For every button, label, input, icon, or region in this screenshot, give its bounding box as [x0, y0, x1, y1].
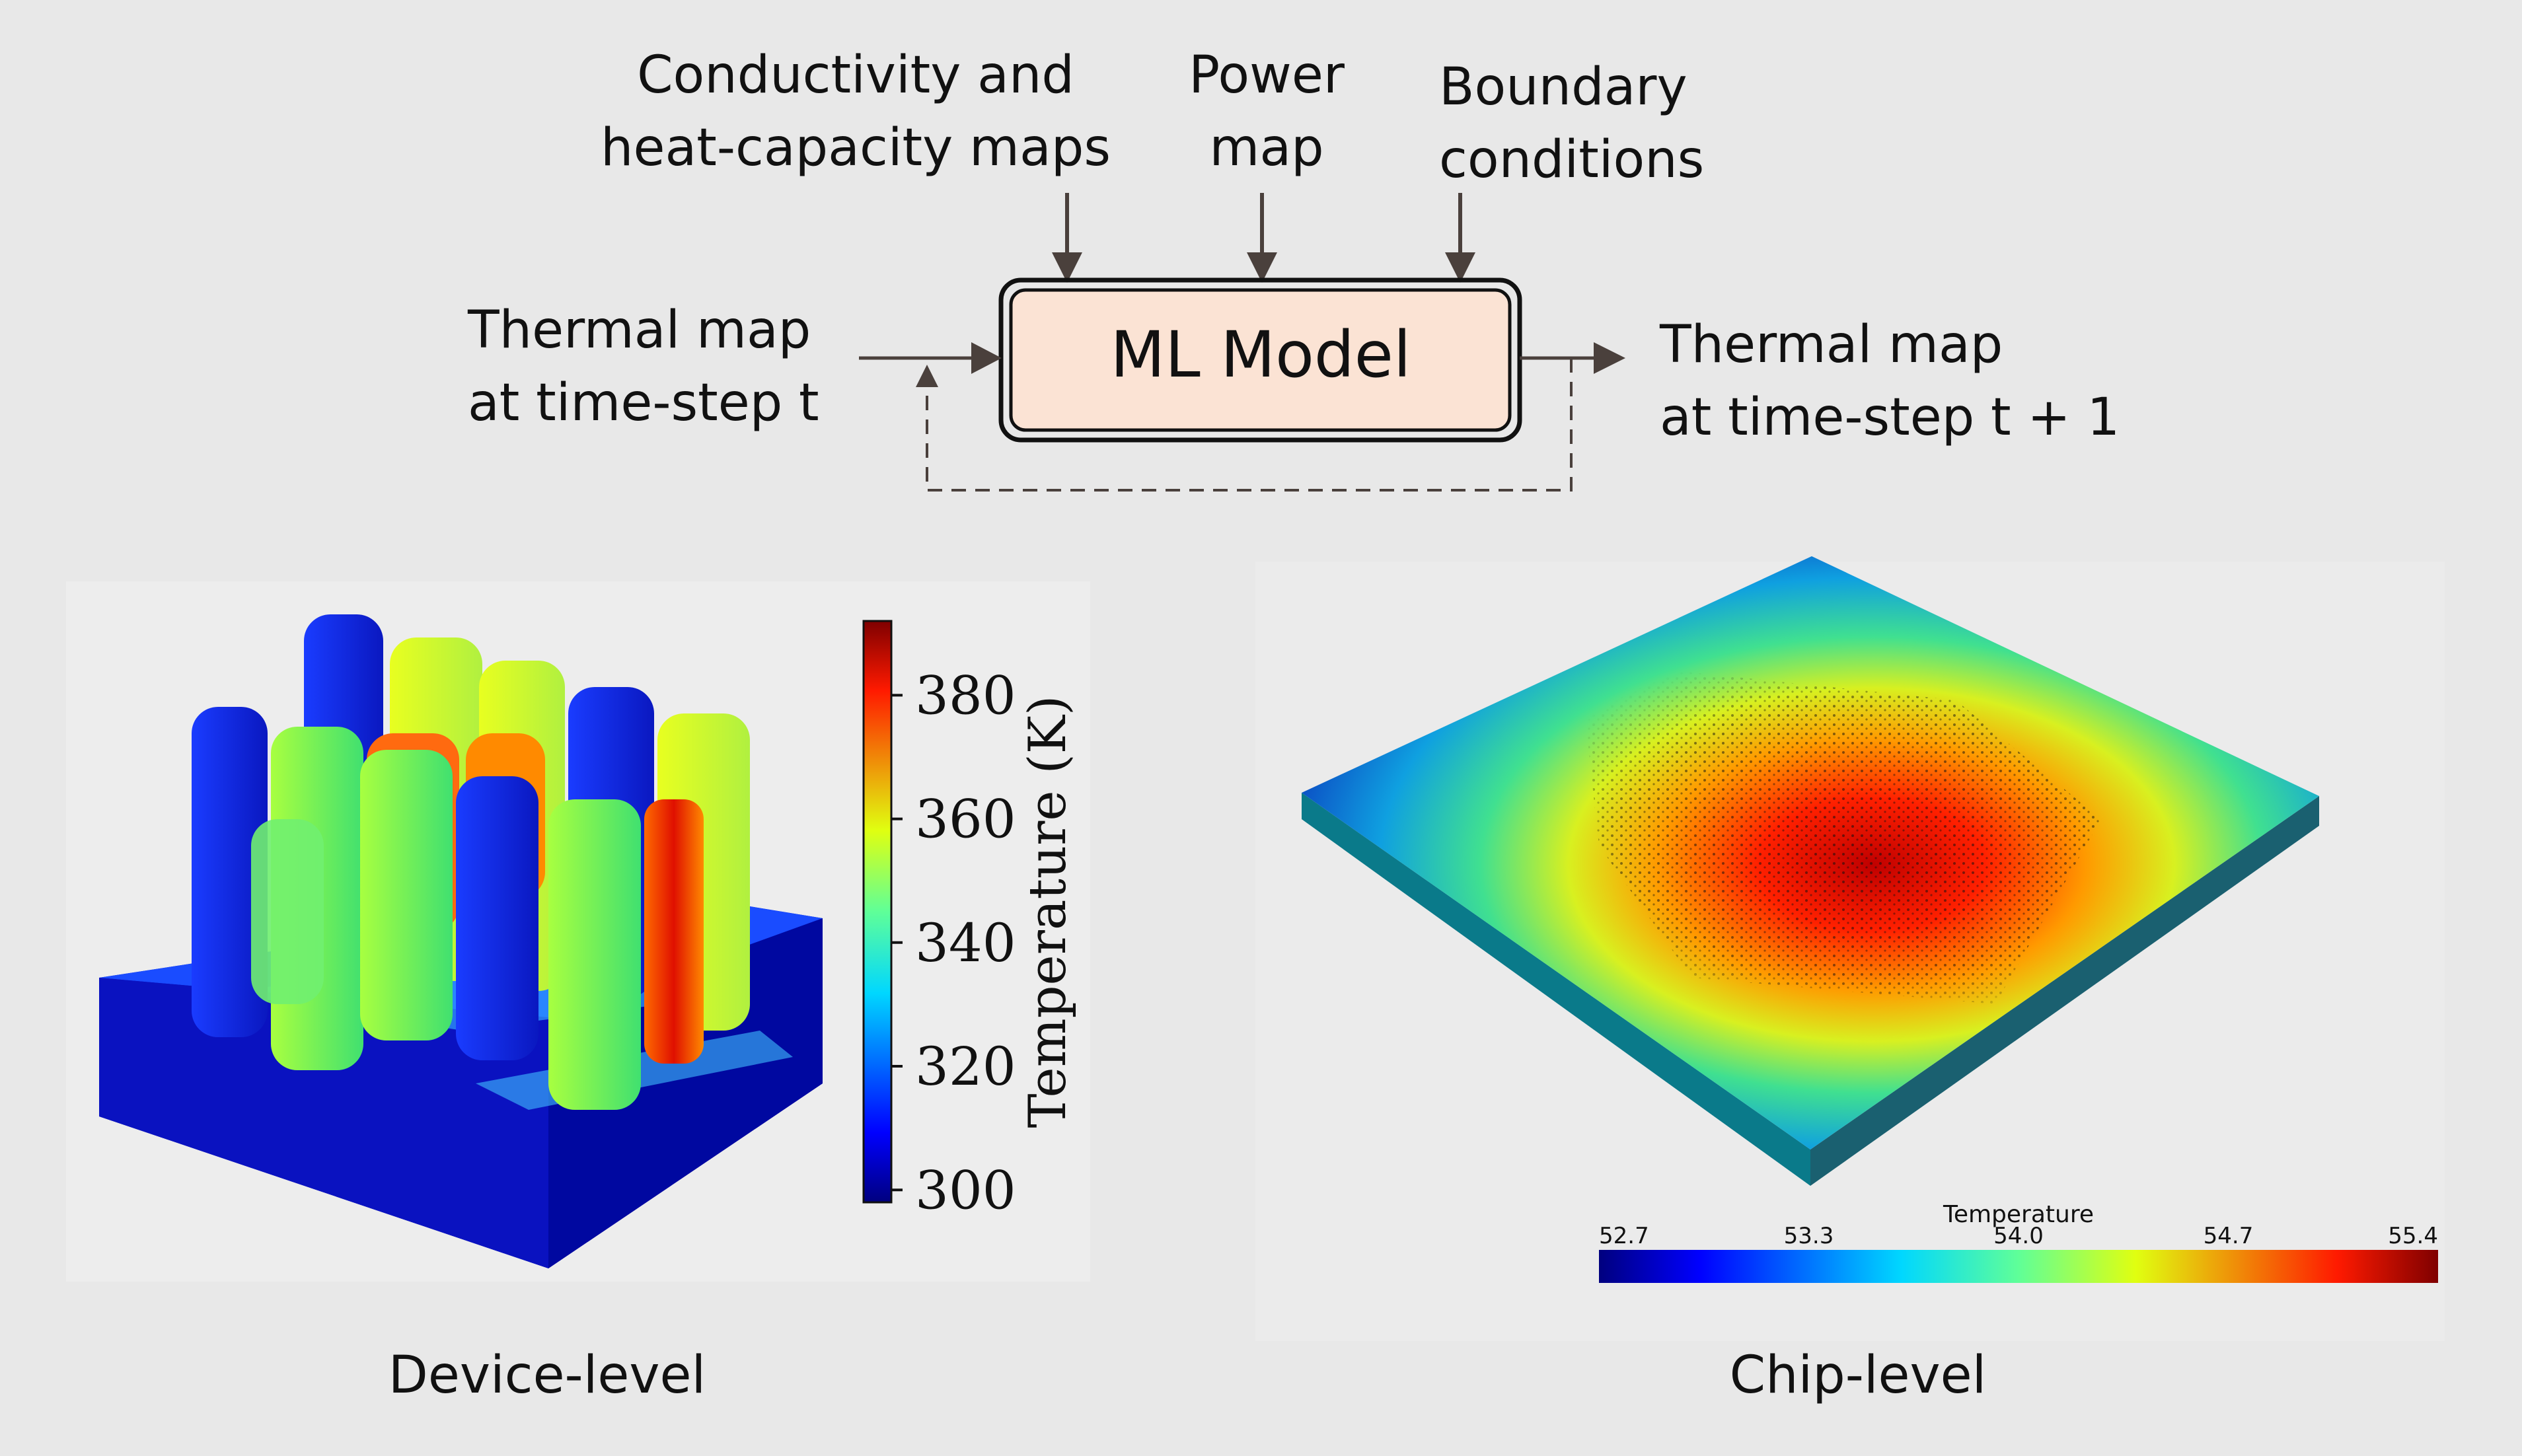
device-colorbar-gradient	[862, 620, 893, 1204]
input-arrows	[1052, 193, 1475, 283]
device-pillars	[192, 614, 750, 1110]
chip-dots	[1579, 661, 2101, 1004]
chip-tick-label: 53.3	[1784, 1223, 1834, 1249]
device-colorbar-label: Temperature (K)	[1018, 696, 1078, 1128]
chip-caption: Chip-level	[1730, 1346, 1987, 1405]
ml-model-box: ML Model	[998, 277, 1522, 443]
conductivity-label-line1: Conductivity and	[637, 46, 1074, 105]
input-arrow	[859, 342, 1002, 374]
power-label-line1: Power	[1189, 46, 1345, 105]
chip-colorbar-ticks: 52.7 53.3 54.0 54.7 55.4	[1599, 1223, 2438, 1249]
device-caption: Device-level	[389, 1346, 706, 1405]
chip-level-panel: Temperature 52.7 53.3 54.0 54.7 55.4 Chip-le…	[1255, 556, 2445, 1405]
device-tick-label: 360	[915, 789, 1016, 850]
thermal-in-line2: at time-step t	[468, 373, 819, 433]
boundary-label-line1: Boundary	[1439, 57, 1688, 117]
device-level-panel: 380 360 340 320 300 Temperature (K) Device-l…	[66, 581, 1090, 1405]
chip-colorbar-title: Temperature	[1943, 1201, 2094, 1228]
chip-colorbar-gradient	[1599, 1250, 2438, 1283]
thermal-out-line1: Thermal map	[1659, 315, 2003, 375]
chip-tick-label: 54.0	[1993, 1223, 2044, 1249]
flow-diagram: Conductivity and heat-capacity maps Powe…	[467, 46, 2120, 491]
power-label-line2: map	[1209, 118, 1323, 178]
device-colorbar-ticks: 380 360 340 320 300	[891, 665, 1016, 1221]
conductivity-label-line2: heat-capacity maps	[601, 118, 1111, 178]
feedback-loop	[926, 358, 1573, 491]
chip-side-left	[1302, 793, 1810, 1186]
chip-tick-label: 54.7	[2204, 1223, 2254, 1249]
chip-colorbar: Temperature 52.7 53.3 54.0 54.7 55.4	[1599, 1201, 2438, 1283]
thermal-in-line1: Thermal map	[467, 301, 811, 360]
boundary-label-line2: conditions	[1439, 130, 1704, 190]
feedback-arrowhead	[916, 365, 938, 387]
device-colorbar: 380 360 340 320 300 Temperature (K)	[862, 620, 1078, 1221]
chip-side-right	[1810, 796, 2319, 1186]
thermal-out-line2: at time-step t + 1	[1660, 388, 2120, 447]
output-arrow	[1520, 342, 1625, 374]
ml-model-label: ML Model	[1110, 318, 1411, 392]
device-tick-label: 320	[915, 1036, 1016, 1097]
chip-tick-label: 52.7	[1599, 1223, 1649, 1249]
device-tick-label: 340	[915, 912, 1016, 974]
device-tick-label: 300	[915, 1159, 1016, 1221]
device-tick-label: 380	[915, 665, 1016, 726]
chip-tick-label: 55.4	[2388, 1223, 2438, 1249]
